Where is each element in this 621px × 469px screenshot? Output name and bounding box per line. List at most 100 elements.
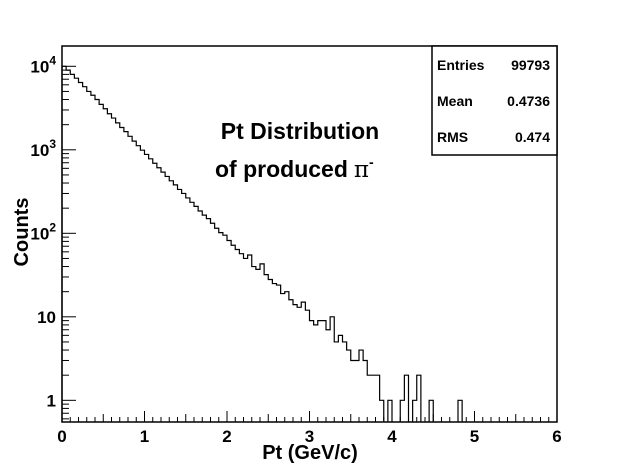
histogram-bin — [161, 172, 165, 422]
histogram-bin — [343, 342, 347, 422]
histogram-bin — [173, 185, 177, 422]
histogram-bin — [458, 400, 462, 422]
x-tick-label: 5 — [470, 427, 479, 446]
histogram-bin — [256, 269, 260, 422]
stats-rms-label: RMS — [437, 129, 468, 145]
y-tick-exponent: 3 — [49, 137, 56, 151]
histogram-bin — [128, 136, 132, 422]
histogram-bin — [215, 228, 219, 422]
histogram-bin — [248, 255, 252, 422]
histogram-bin — [417, 375, 421, 422]
histogram-bin — [310, 321, 314, 422]
histogram-bin — [219, 233, 223, 422]
histogram-bin — [169, 181, 173, 422]
histogram-bin — [223, 235, 227, 422]
chart-title-line-2: of produced π- — [215, 154, 374, 183]
histogram-bin — [380, 400, 384, 422]
histogram-bin — [99, 104, 103, 422]
histogram-bin — [376, 375, 380, 422]
histogram-bin — [116, 123, 120, 422]
stats-mean-label: Mean — [437, 93, 473, 109]
stats-entries-value: 99793 — [511, 57, 550, 73]
x-tick-label: 1 — [140, 427, 149, 446]
histogram-bin — [297, 307, 301, 422]
histogram-bin — [413, 400, 417, 422]
chart-title-line-2-text: of produced — [215, 156, 348, 182]
y-tick-base: 10 — [37, 308, 56, 327]
y-tick-base: 10 — [30, 141, 49, 160]
y-tick-label: 10 — [37, 308, 56, 327]
histogram-bin — [359, 350, 363, 422]
histogram-bin — [338, 335, 342, 422]
histogram-bin — [235, 249, 239, 422]
histogram-bin — [165, 176, 169, 422]
y-tick-base: 1 — [47, 391, 56, 410]
stats-mean-value: 0.4736 — [507, 93, 550, 109]
histogram-bin — [268, 279, 272, 422]
y-tick-exponent: 2 — [49, 220, 56, 234]
histogram-bin — [351, 360, 355, 422]
histogram-bin — [83, 87, 87, 422]
chart-title: Pt Distribution of produced π- — [215, 118, 379, 183]
histogram-bin — [363, 360, 367, 422]
histogram-bin — [140, 150, 144, 422]
histogram-bin — [157, 168, 161, 422]
histogram-bin — [103, 109, 107, 422]
histogram-bin — [79, 82, 83, 422]
histogram-bin — [367, 375, 371, 422]
histogram-bin — [211, 223, 215, 422]
histogram-bin — [124, 132, 128, 422]
histogram-bin — [252, 267, 256, 422]
histogram-bin — [95, 100, 99, 422]
histogram-bin — [186, 198, 190, 422]
x-tick-label: 6 — [552, 427, 561, 446]
histogram-bin — [91, 95, 95, 422]
stats-box-border — [431, 45, 558, 156]
x-axis-title: Pt (GeV/c) — [262, 442, 358, 464]
histogram-bin — [145, 154, 149, 422]
histogram-bin — [334, 342, 338, 422]
histogram-bin — [355, 360, 359, 422]
y-tick-label: 1 — [47, 391, 56, 410]
x-tick-label: 0 — [57, 427, 66, 446]
histogram-bin — [182, 193, 186, 422]
histogram-bin — [70, 74, 74, 422]
histogram-bin — [194, 206, 198, 422]
histogram-bin — [178, 189, 182, 422]
stats-rms-value: 0.474 — [515, 129, 550, 145]
histogram-bin — [289, 300, 293, 422]
histogram-bin — [62, 66, 66, 422]
histogram-bin — [231, 245, 235, 422]
histogram-bin — [190, 202, 194, 422]
histogram-bin — [293, 305, 297, 422]
x-tick-label: 4 — [387, 427, 397, 446]
x-tick-label: 2 — [222, 427, 231, 446]
histogram-bin — [314, 325, 318, 422]
histogram-bin — [400, 400, 404, 422]
pi-superscript: - — [369, 154, 374, 170]
histogram-bin — [388, 400, 392, 422]
y-tick-exponent: 4 — [49, 53, 56, 67]
histogram-bin — [404, 375, 408, 422]
y-tick-label: 104 — [30, 53, 56, 76]
histogram-bin — [112, 118, 116, 422]
histogram-bin — [149, 159, 153, 422]
histogram-bin — [277, 285, 281, 422]
histogram-bin — [87, 91, 91, 422]
histogram-bin — [227, 241, 231, 422]
chart-title-line-1: Pt Distribution — [221, 118, 379, 144]
histogram-bin — [74, 78, 78, 422]
histogram-bin — [371, 375, 375, 422]
y-axis-title: Counts — [11, 198, 33, 267]
histogram-bin — [206, 219, 210, 422]
histogram-bin — [285, 292, 289, 422]
histogram-bin — [429, 400, 433, 422]
histogram-bin — [322, 321, 326, 422]
histogram-bin — [202, 215, 206, 422]
stats-entries-label: Entries — [437, 57, 485, 73]
y-tick-label: 102 — [30, 220, 56, 243]
histogram-bin — [107, 114, 111, 422]
histogram-bin — [136, 146, 140, 422]
